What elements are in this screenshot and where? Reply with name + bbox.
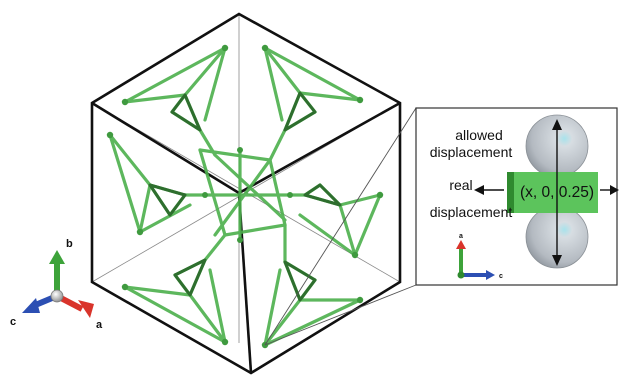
- inset-panel: allowed displacement real displacement (…: [415, 107, 619, 286]
- allowed-arrow-down: [552, 255, 562, 266]
- b-axis-label: b: [66, 238, 73, 250]
- inset-mini-axes: a c: [456, 233, 503, 280]
- real-label-line2: displacement: [430, 204, 513, 220]
- mini-a-label: a: [459, 233, 463, 240]
- framework-cluster-top-right: [263, 46, 362, 162]
- framework-cluster-left: [108, 133, 207, 234]
- inset-callout-lines: [264, 107, 417, 346]
- green-site-block: [512, 172, 598, 213]
- real-arrow-right-head: [610, 185, 619, 195]
- c-axis-label: c: [10, 316, 16, 328]
- framework-dark-triangles: [148, 91, 342, 302]
- framework-center-links: [198, 148, 292, 242]
- axes-triad: b a c: [10, 238, 103, 331]
- allowed-label-line2: displacement: [430, 144, 513, 160]
- real-arrow-left-head: [474, 185, 484, 195]
- mini-c-label: c: [499, 273, 503, 280]
- mini-a-arrowhead: [456, 240, 466, 249]
- b-axis-arrowhead: [49, 250, 65, 264]
- position-label: (x, 0, 0.25): [520, 184, 594, 201]
- allowed-arrow-up: [552, 119, 562, 130]
- a-axis-arrowhead: [78, 300, 94, 318]
- real-displacement-marker: [507, 172, 514, 213]
- hexagon-inner-edges: [91, 101, 401, 374]
- mini-c-arrowhead: [486, 270, 495, 280]
- real-label-line1: real: [449, 177, 472, 193]
- framework-cluster-top-left: [123, 46, 227, 157]
- mini-origin: [457, 271, 465, 279]
- framework-cluster-bottom-left: [123, 233, 227, 344]
- axes-origin: [50, 289, 64, 303]
- c-axis-arrowhead: [22, 298, 40, 313]
- allowed-label-line1: allowed: [455, 127, 502, 143]
- a-axis-label: a: [96, 319, 103, 331]
- framework-nodes: [106, 44, 384, 349]
